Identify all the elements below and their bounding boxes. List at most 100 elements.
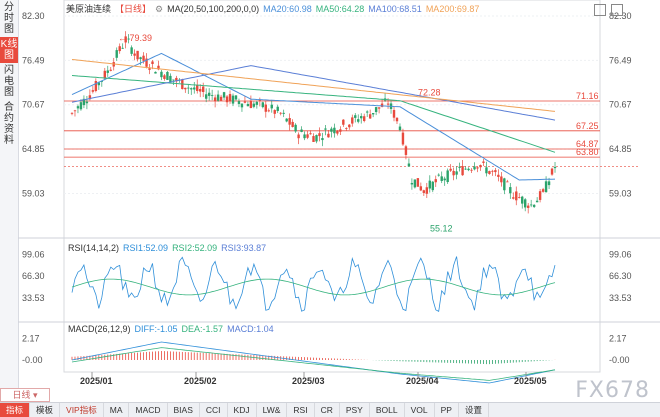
indicator-tab[interactable]: CCI <box>200 403 228 417</box>
sidebar-item-contract[interactable]: 合约资料 <box>0 100 18 148</box>
candle-body <box>512 197 515 199</box>
indicator-tab[interactable]: MA <box>104 403 130 417</box>
period-selector[interactable]: 日线 ▾ <box>0 388 50 402</box>
candle-body <box>172 79 175 81</box>
candle-body <box>532 204 536 207</box>
candle-body <box>526 205 530 208</box>
symbol-title: 美原油连续 <box>66 4 112 14</box>
candle-body <box>336 130 339 134</box>
indicator-tab[interactable]: BIAS <box>168 403 200 417</box>
candle-body <box>348 124 351 128</box>
indicator-tab[interactable]: VIP指标 <box>60 403 104 417</box>
candle-body <box>509 187 512 194</box>
rsi1-value: RSI1:52.09 <box>123 243 169 253</box>
candle-body <box>398 126 402 131</box>
indicator-tab[interactable]: RSI <box>287 403 315 417</box>
date-tick: 2025/01 <box>80 376 113 386</box>
sidebar-item-kline[interactable]: K线图 <box>0 37 18 63</box>
candle-body <box>240 103 244 108</box>
candle-body <box>234 95 238 100</box>
candle-body <box>318 133 321 137</box>
candle-body <box>237 101 241 104</box>
candle-body <box>231 95 235 104</box>
candle-body <box>118 46 121 52</box>
candle-body <box>199 89 202 92</box>
candle-body <box>160 71 163 78</box>
candle-body <box>360 116 363 119</box>
rsi3-value: RSI3:93.87 <box>221 243 267 253</box>
macd-value: MACD:1.04 <box>227 324 274 334</box>
indicator-tab[interactable]: LW& <box>257 403 288 417</box>
ma100-value: MA100:68.51 <box>368 4 422 14</box>
price-tick-right: 59.03 <box>609 189 632 199</box>
ma200-value: MA200:69.87 <box>425 4 480 14</box>
price-tick-left: 70.67 <box>22 100 45 110</box>
candle-body <box>270 104 273 109</box>
candle-body <box>491 170 494 172</box>
candle-body <box>285 118 288 122</box>
price-tick-right: 70.67 <box>609 100 632 110</box>
rsi-tick-right: 99.06 <box>609 250 632 260</box>
candle-body <box>461 166 464 176</box>
candle-body <box>201 86 205 92</box>
price-legend: 美原油连续 【日线】 ⚙ MA(20,50,100,200,0,0) MA20:60.9… <box>66 2 483 15</box>
candle-body <box>464 168 467 170</box>
left-sidebar: 分时图 K线图 闪电图 合约资料 <box>0 0 19 395</box>
indicator-tab[interactable]: MACD <box>129 403 168 417</box>
indicator-tab[interactable]: CR <box>315 403 340 417</box>
candle-body <box>154 71 157 74</box>
indicator-tab[interactable]: 模板 <box>30 403 61 417</box>
fullscreen-icon[interactable] <box>611 4 623 16</box>
candle-body <box>109 69 112 71</box>
indicator-tab[interactable]: BOLL <box>370 403 405 417</box>
indicator-tab[interactable]: 指标 <box>0 403 31 417</box>
price-tick-left: 76.49 <box>22 55 45 65</box>
candle-body <box>365 111 369 113</box>
sidebar-item-flash[interactable]: 闪电图 <box>0 63 18 100</box>
indicator-tab[interactable]: PSY <box>340 403 370 417</box>
candle-body <box>386 103 390 105</box>
candle-body <box>136 50 139 60</box>
sidebar-item-label: 闪电图 <box>4 65 14 98</box>
candle-body <box>187 87 190 89</box>
kline-chart[interactable]: 82.30 82.30 76.49 76.49 70.67 70.67 64.85 64.85… <box>18 0 660 395</box>
candle-body <box>351 117 354 124</box>
settings-icon[interactable]: ⚙ <box>155 4 164 14</box>
candle-body <box>100 81 104 82</box>
period-selector-label: 日线 <box>12 390 31 400</box>
low-annotation: 55.12 <box>430 224 453 234</box>
indicator-tab[interactable]: KDJ <box>228 403 257 417</box>
rsi-tick-left: 99.06 <box>22 250 45 260</box>
candle-body <box>184 87 187 90</box>
candle-body <box>354 115 357 118</box>
candle-body <box>243 101 247 103</box>
ma100-line <box>71 65 556 121</box>
candle-body <box>303 134 306 139</box>
candle-body <box>503 178 506 191</box>
indicator-tab[interactable]: VOL <box>405 403 435 417</box>
macd-legend: MACD(26,12,9) DIFF:-1.05 DEA:-1.57 MACD:1.0… <box>68 324 278 334</box>
candle-body <box>482 161 485 163</box>
candle-body <box>368 114 372 119</box>
sidebar-item-label: 分时图 <box>4 2 14 35</box>
rsi-legend: RSI(14,14,2) RSI1:52.09 RSI2:52.09 RSI3:93.… <box>68 243 270 253</box>
candle-body <box>419 186 423 191</box>
indicator-tab[interactable]: PP <box>435 403 459 417</box>
candle-body <box>297 134 300 139</box>
candle-body <box>82 98 86 106</box>
candle-body <box>294 124 297 132</box>
indicator-tab[interactable]: 设置 <box>459 403 489 417</box>
candle-body <box>207 92 211 96</box>
candle-body <box>494 170 497 173</box>
candle-body <box>434 179 437 183</box>
candle-body <box>497 174 500 177</box>
sidebar-item-intraday[interactable]: 分时图 <box>0 0 18 37</box>
macd-tick-right: -0.00 <box>609 355 630 365</box>
price-tick-left: 82.30 <box>22 11 45 21</box>
candle-body <box>553 166 557 169</box>
candle-body <box>222 92 226 98</box>
candle-body <box>151 61 154 65</box>
layout-icon[interactable] <box>594 4 606 16</box>
candle-body <box>133 53 136 56</box>
candle-body <box>279 112 282 114</box>
